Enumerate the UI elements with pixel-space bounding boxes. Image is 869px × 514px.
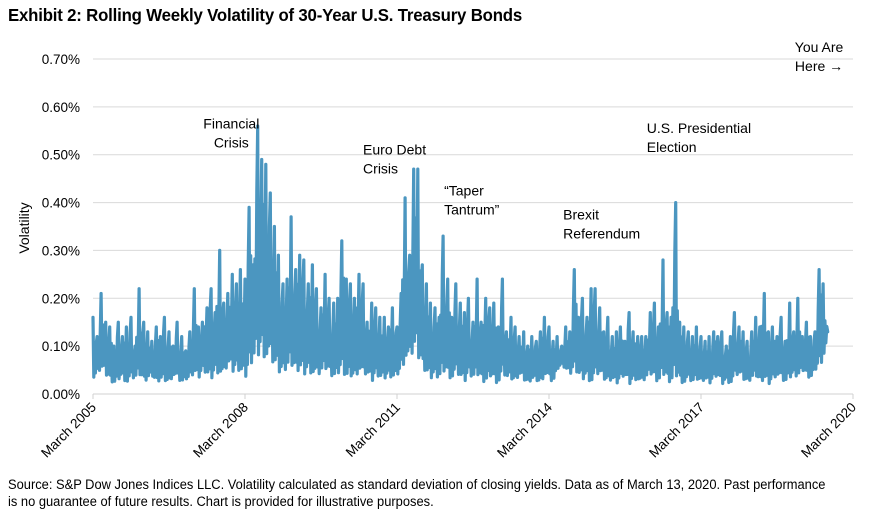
annotation-label: U.S. Presidential Election — [647, 120, 751, 155]
annotation-line: Financial — [203, 115, 259, 131]
source-note: Source: S&P Dow Jones Indices LLC. Volat… — [8, 477, 826, 509]
series-layer — [91, 124, 830, 386]
annotation-label: Brexit Referendum — [563, 206, 640, 241]
annotation-line: Crisis — [214, 134, 249, 150]
y-axis-label: Volatility — [16, 202, 32, 253]
y-tick-label: 0.20% — [42, 291, 80, 306]
annotation-label: Euro Debt Crisis — [363, 142, 426, 177]
x-tick-label: March 2017 — [646, 400, 707, 461]
annotation-label: Financial Crisis — [203, 115, 259, 150]
annotation-label: “Taper Tantrum” — [444, 182, 500, 217]
annotation-line: You Are — [795, 39, 844, 55]
x-tick-label: March 2014 — [494, 399, 555, 460]
y-tick-label: 0.10% — [42, 339, 80, 354]
annotation-line: Euro Debt — [363, 142, 426, 158]
annotation-line: Crisis — [363, 161, 398, 177]
annotation-line: Brexit — [563, 206, 599, 222]
x-tick-label: March 2020 — [798, 400, 859, 461]
x-tick-label: March 2005 — [38, 400, 99, 461]
chart-title: Exhibit 2: Rolling Weekly Volatility of … — [8, 5, 523, 25]
annotation-line: U.S. Presidential — [647, 120, 751, 136]
annotation-line: Referendum — [563, 225, 640, 241]
y-tick-label: 0.30% — [42, 243, 80, 258]
y-tick-label: 0.70% — [42, 52, 80, 67]
y-tick-label: 0.60% — [42, 100, 80, 115]
y-tick-label: 0.00% — [42, 387, 80, 402]
volatility-line — [91, 124, 830, 386]
annotation-label: You Are Here → — [795, 39, 844, 74]
x-tick-label: March 2011 — [343, 400, 403, 460]
axes — [92, 393, 854, 399]
annotation-line: Election — [647, 139, 697, 155]
annotation-line: “Taper — [444, 182, 484, 198]
labels: 0.00% 0.10% 0.20% 0.30% 0.40% 0.50% 0.60% 0.70%… — [38, 39, 859, 461]
annotation-line: Tantrum” — [444, 201, 500, 217]
annotation-line: Here → — [795, 58, 843, 74]
y-tick-label: 0.50% — [42, 148, 80, 163]
x-tick-label: March 2008 — [190, 400, 251, 461]
y-tick-label: 0.40% — [42, 196, 80, 211]
